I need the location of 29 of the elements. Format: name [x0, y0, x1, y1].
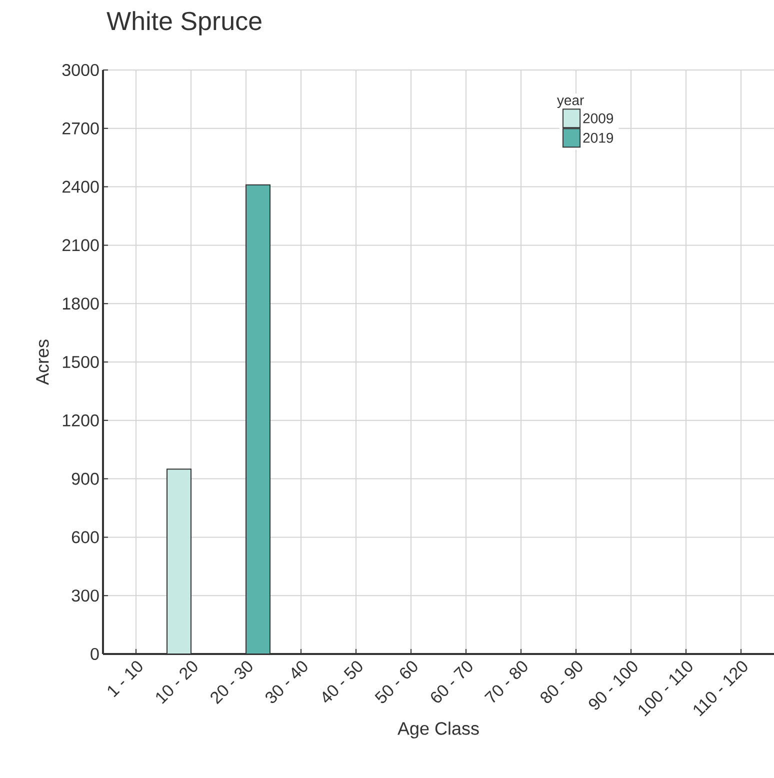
legend-title: year: [556, 98, 584, 108]
x-tick-label: 60 - 70: [431, 661, 472, 703]
legend-label: 2009: [583, 113, 614, 124]
y-tick-label: 300: [72, 590, 99, 602]
legend-label: 2019: [583, 132, 614, 143]
x-tick-label: 1 - 10: [108, 661, 142, 698]
chart-title: White Spruce: [106, 11, 262, 36]
x-axis-title: Age Class: [398, 722, 479, 738]
y-tick-label: 3000: [62, 64, 99, 76]
y-tick-label: 2700: [62, 122, 99, 134]
y-tick-label: 2100: [62, 239, 99, 252]
y-tick-label: 900: [72, 472, 99, 485]
y-tick-label: 1200: [62, 414, 99, 426]
y-tick-label: 1500: [62, 356, 99, 368]
x-tick-label: 100 - 110: [638, 661, 692, 716]
y-axis-title: Acres: [36, 340, 49, 385]
x-tick-label: 30 - 40: [266, 661, 308, 704]
x-tick-label: 50 - 60: [374, 661, 418, 704]
y-tick-label: 600: [72, 531, 99, 544]
y-tick-label: 1800: [62, 298, 99, 310]
x-tick-label: 90 - 100: [588, 661, 638, 710]
x-tick-label: 20 - 30: [210, 661, 252, 704]
y-tick-label: 0: [90, 648, 99, 660]
x-tick-label: 10 - 20: [156, 661, 198, 704]
x-tick-label: 40 - 50: [322, 661, 362, 703]
x-tick-label: 70 - 80: [484, 661, 528, 703]
x-tick-label: 80 - 90: [540, 661, 582, 704]
y-tick-label: 2400: [62, 180, 99, 193]
x-tick-label: 110 - 120: [694, 661, 748, 716]
